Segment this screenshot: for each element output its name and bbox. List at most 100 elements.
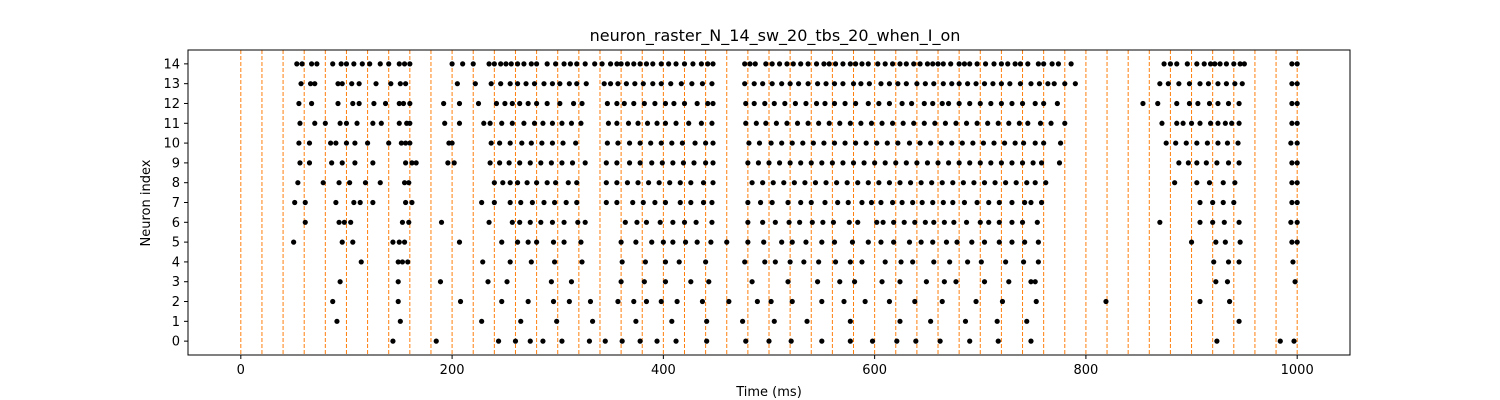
spike-point — [704, 338, 710, 344]
spike-point — [876, 100, 882, 107]
spike-point — [874, 140, 880, 146]
spike-point — [922, 81, 928, 87]
x-tick-label: 1000 — [1281, 363, 1314, 378]
spike-point — [298, 81, 304, 87]
spike-point — [795, 81, 802, 87]
spike-point — [798, 61, 804, 67]
spike-point — [819, 239, 825, 245]
spike-point — [801, 259, 807, 265]
spike-point — [534, 239, 540, 245]
spike-point — [961, 199, 968, 206]
spike-point — [1012, 61, 1018, 67]
spike-point — [349, 81, 355, 87]
spike-point — [498, 81, 504, 87]
spike-point — [399, 219, 406, 225]
spike-point — [1062, 81, 1068, 87]
spike-point — [940, 61, 946, 67]
spike-point — [396, 239, 402, 245]
spike-point — [497, 140, 503, 146]
spike-point — [1157, 81, 1163, 87]
spike-point — [658, 61, 664, 67]
spike-point — [499, 239, 505, 245]
spike-point — [1210, 199, 1216, 206]
spike-point — [650, 61, 656, 67]
spike-point — [1155, 100, 1161, 107]
spike-point — [549, 81, 556, 87]
spike-point — [906, 140, 913, 146]
spike-point — [986, 199, 992, 206]
spike-point — [704, 318, 710, 324]
spike-point — [1033, 298, 1039, 305]
spike-point — [373, 81, 379, 87]
spike-point — [1001, 140, 1008, 146]
spike-point — [705, 100, 711, 107]
spike-point — [445, 160, 451, 166]
spike-point — [950, 180, 956, 186]
spike-point — [524, 180, 530, 186]
spike-point — [1030, 160, 1036, 166]
spike-point — [878, 199, 884, 206]
spike-point — [1103, 298, 1109, 305]
spike-point — [903, 160, 909, 166]
spike-point — [1235, 140, 1241, 146]
spike-point — [996, 219, 1002, 225]
spike-point — [488, 81, 494, 87]
spike-point — [614, 160, 620, 166]
spike-point — [456, 100, 463, 107]
spike-point — [525, 239, 531, 245]
spike-point — [886, 180, 893, 186]
spike-point — [930, 199, 936, 206]
spike-point — [640, 199, 646, 206]
spike-point — [859, 259, 865, 265]
spike-point — [930, 61, 936, 67]
spike-point — [395, 259, 401, 265]
spike-point — [782, 100, 788, 107]
x-tick-label: 800 — [1073, 363, 1098, 378]
spike-point — [691, 160, 697, 166]
spike-point — [1236, 259, 1242, 265]
y-axis-label: Neuron index — [139, 159, 154, 246]
spike-point — [942, 120, 949, 126]
spike-point — [988, 100, 994, 107]
spike-point — [567, 61, 574, 67]
spike-point — [630, 199, 636, 206]
spike-point — [677, 180, 683, 186]
spike-point — [1140, 100, 1146, 107]
y-tick-label: 11 — [163, 117, 180, 132]
y-tick-label: 8 — [172, 176, 180, 191]
spike-point — [745, 160, 751, 166]
spike-point — [1072, 81, 1078, 87]
spike-point — [486, 219, 492, 225]
spike-point — [574, 81, 580, 87]
spike-point — [624, 180, 631, 186]
x-tick-label: 200 — [440, 363, 465, 378]
spike-point — [841, 298, 847, 305]
spike-point — [575, 219, 581, 225]
spike-point — [763, 61, 769, 67]
spike-point — [853, 100, 859, 107]
spike-point — [631, 61, 637, 67]
spike-point — [1197, 120, 1203, 126]
spike-point — [709, 120, 715, 126]
spike-point — [1157, 219, 1163, 225]
spike-point — [557, 100, 563, 107]
spike-point — [523, 81, 529, 87]
spike-point — [559, 338, 565, 344]
spike-point — [693, 219, 699, 225]
spike-point — [945, 160, 952, 166]
spike-point — [1006, 120, 1012, 126]
spike-point — [910, 259, 916, 265]
spike-point — [1019, 219, 1026, 225]
spike-point — [386, 140, 392, 146]
spike-point — [865, 61, 871, 67]
spike-point — [1197, 81, 1203, 87]
spike-point — [480, 259, 486, 265]
spike-point — [1289, 100, 1295, 107]
spike-point — [403, 199, 409, 206]
spike-point — [662, 279, 669, 285]
spike-point — [760, 81, 766, 87]
spike-point — [531, 81, 538, 87]
spike-point — [1172, 180, 1178, 186]
spike-point — [819, 338, 825, 344]
spike-point — [1041, 100, 1047, 107]
